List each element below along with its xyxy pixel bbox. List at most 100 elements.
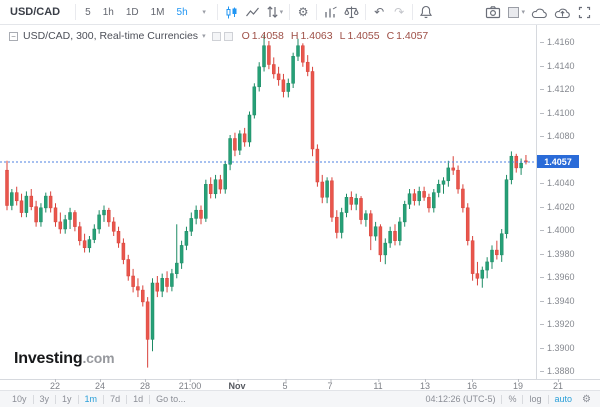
price-axis-label: 1.4040: [540, 178, 575, 188]
legend-title[interactable]: USD/CAD, 300, Real-time Currencies: [23, 30, 199, 42]
fullscreen-button[interactable]: [574, 0, 594, 25]
cloud-load-icon: [531, 8, 547, 18]
price-axis-label: 1.4120: [540, 84, 575, 94]
candle-body: [325, 180, 329, 198]
candle-body: [456, 169, 460, 190]
compare-button[interactable]: [341, 0, 362, 25]
candle-body: [504, 179, 509, 234]
time-axis-label: 5: [282, 379, 288, 391]
bottom-divider: [149, 394, 151, 404]
candle-body: [78, 226, 82, 242]
bottom-divider: [126, 394, 128, 404]
candlestick-style-button[interactable]: [221, 0, 242, 25]
range-button-1m[interactable]: 1m: [84, 394, 98, 404]
candlestick-chart-canvas[interactable]: [0, 25, 537, 379]
price-axis-label: 1.4080: [540, 131, 575, 141]
undo-button[interactable]: ↶: [369, 0, 389, 25]
candle-body: [417, 191, 421, 202]
alert-button[interactable]: [416, 0, 436, 25]
bar-style-dropdown-button[interactable]: ▾: [263, 0, 287, 25]
toolbar-divider: [75, 4, 77, 20]
interval-button-1h[interactable]: 1h: [102, 6, 114, 18]
candle-body: [160, 278, 164, 292]
range-button-1y[interactable]: 1y: [62, 394, 72, 404]
candlestick-icon: [226, 6, 237, 18]
auto-scale-button[interactable]: auto: [554, 394, 573, 404]
chart-properties-button[interactable]: ⚙: [293, 0, 313, 25]
legend-collapse-icon[interactable]: −: [9, 31, 18, 41]
toolbar-divider: [412, 4, 414, 20]
interval-button-5h[interactable]: 5h: [176, 6, 188, 18]
interval-dropdown-button[interactable]: ▾: [194, 0, 214, 25]
bottom-right-group: 04:12:26 (UTC-5) % log auto ⚙: [419, 394, 595, 405]
candle-body: [359, 198, 363, 220]
interval-button-1D[interactable]: 1D: [125, 6, 139, 18]
logo-suffix: .com: [82, 350, 115, 366]
candle-body: [310, 71, 315, 150]
price-axis-label: 1.3960: [540, 272, 575, 282]
chevron-down-icon: ▾: [279, 9, 284, 16]
candle-body: [44, 195, 48, 209]
price-axis-label: 1.3900: [540, 343, 575, 353]
indicators-button[interactable]: [320, 0, 341, 25]
legend-settings-button[interactable]: [223, 31, 233, 41]
close-label: C: [386, 30, 395, 42]
candle-body: [228, 138, 232, 165]
candle-body: [116, 231, 121, 244]
legend-visibility-button[interactable]: [211, 31, 221, 41]
candle-body: [349, 197, 354, 205]
bottom-divider: [77, 394, 79, 404]
candle-body: [330, 180, 334, 218]
candle-body: [107, 209, 111, 223]
candle-body: [121, 242, 126, 260]
open-value: 1.4058: [251, 30, 284, 42]
redo-button[interactable]: ↷: [389, 0, 409, 25]
price-axis-label: 1.3980: [540, 249, 575, 259]
snapshot-button[interactable]: [482, 0, 504, 25]
gear-small-icon[interactable]: ⚙: [582, 393, 591, 405]
date-range-group: 10y 3y 1y 1m 7d 1d Go to...: [6, 394, 192, 404]
time-axis-label: 21:00: [178, 379, 202, 391]
time-axis-label: Nov: [228, 379, 246, 391]
chevron-down-icon[interactable]: ▾: [202, 33, 206, 40]
session-clock[interactable]: 04:12:26 (UTC-5): [425, 394, 496, 404]
candle-body: [131, 275, 135, 287]
candle-body: [485, 261, 489, 271]
candle-body: [68, 212, 72, 220]
candle-body: [369, 213, 373, 237]
load-layout-button[interactable]: [528, 0, 551, 25]
range-button-3y[interactable]: 3y: [39, 394, 50, 404]
price-axis[interactable]: 1.41601.41401.41201.41001.40801.40601.40…: [536, 25, 600, 379]
candle-body: [111, 221, 116, 232]
low-value: 1.4055: [347, 30, 380, 42]
save-layout-button[interactable]: [551, 0, 574, 25]
line-style-button[interactable]: [242, 0, 263, 25]
range-button-1d[interactable]: 1d: [133, 394, 144, 404]
time-axis-label: 13: [419, 379, 431, 391]
percent-scale-button[interactable]: %: [508, 394, 517, 404]
symbol-button[interactable]: USD/CAD: [10, 6, 61, 18]
candle-body: [339, 212, 344, 233]
candle-body: [262, 45, 266, 68]
interval-button-5[interactable]: 5: [85, 6, 91, 18]
candle-body: [257, 66, 261, 88]
layout-dropdown-button[interactable]: ▾: [504, 0, 528, 25]
bottom-divider: [522, 394, 524, 404]
candle-body: [141, 289, 145, 303]
candle-body: [223, 164, 227, 190]
interval-button-1M[interactable]: 1M: [150, 6, 165, 18]
log-scale-button[interactable]: log: [529, 394, 542, 404]
redo-icon: ↷: [394, 5, 405, 19]
time-axis[interactable]: 22 24 28 21:00 Nov 5 7 11 13 16 19 21: [0, 379, 600, 391]
candle-body: [364, 213, 368, 220]
range-button-10y[interactable]: 10y: [12, 394, 27, 404]
candle-body: [179, 245, 184, 264]
candle-body: [19, 200, 24, 213]
candle-body: [490, 249, 494, 263]
time-axis-label: 19: [512, 379, 524, 391]
candle-body: [446, 167, 451, 182]
candle-body: [402, 204, 407, 223]
range-button-7d[interactable]: 7d: [110, 394, 121, 404]
layout-icon: [508, 6, 520, 18]
range-button-goto[interactable]: Go to...: [156, 394, 186, 404]
